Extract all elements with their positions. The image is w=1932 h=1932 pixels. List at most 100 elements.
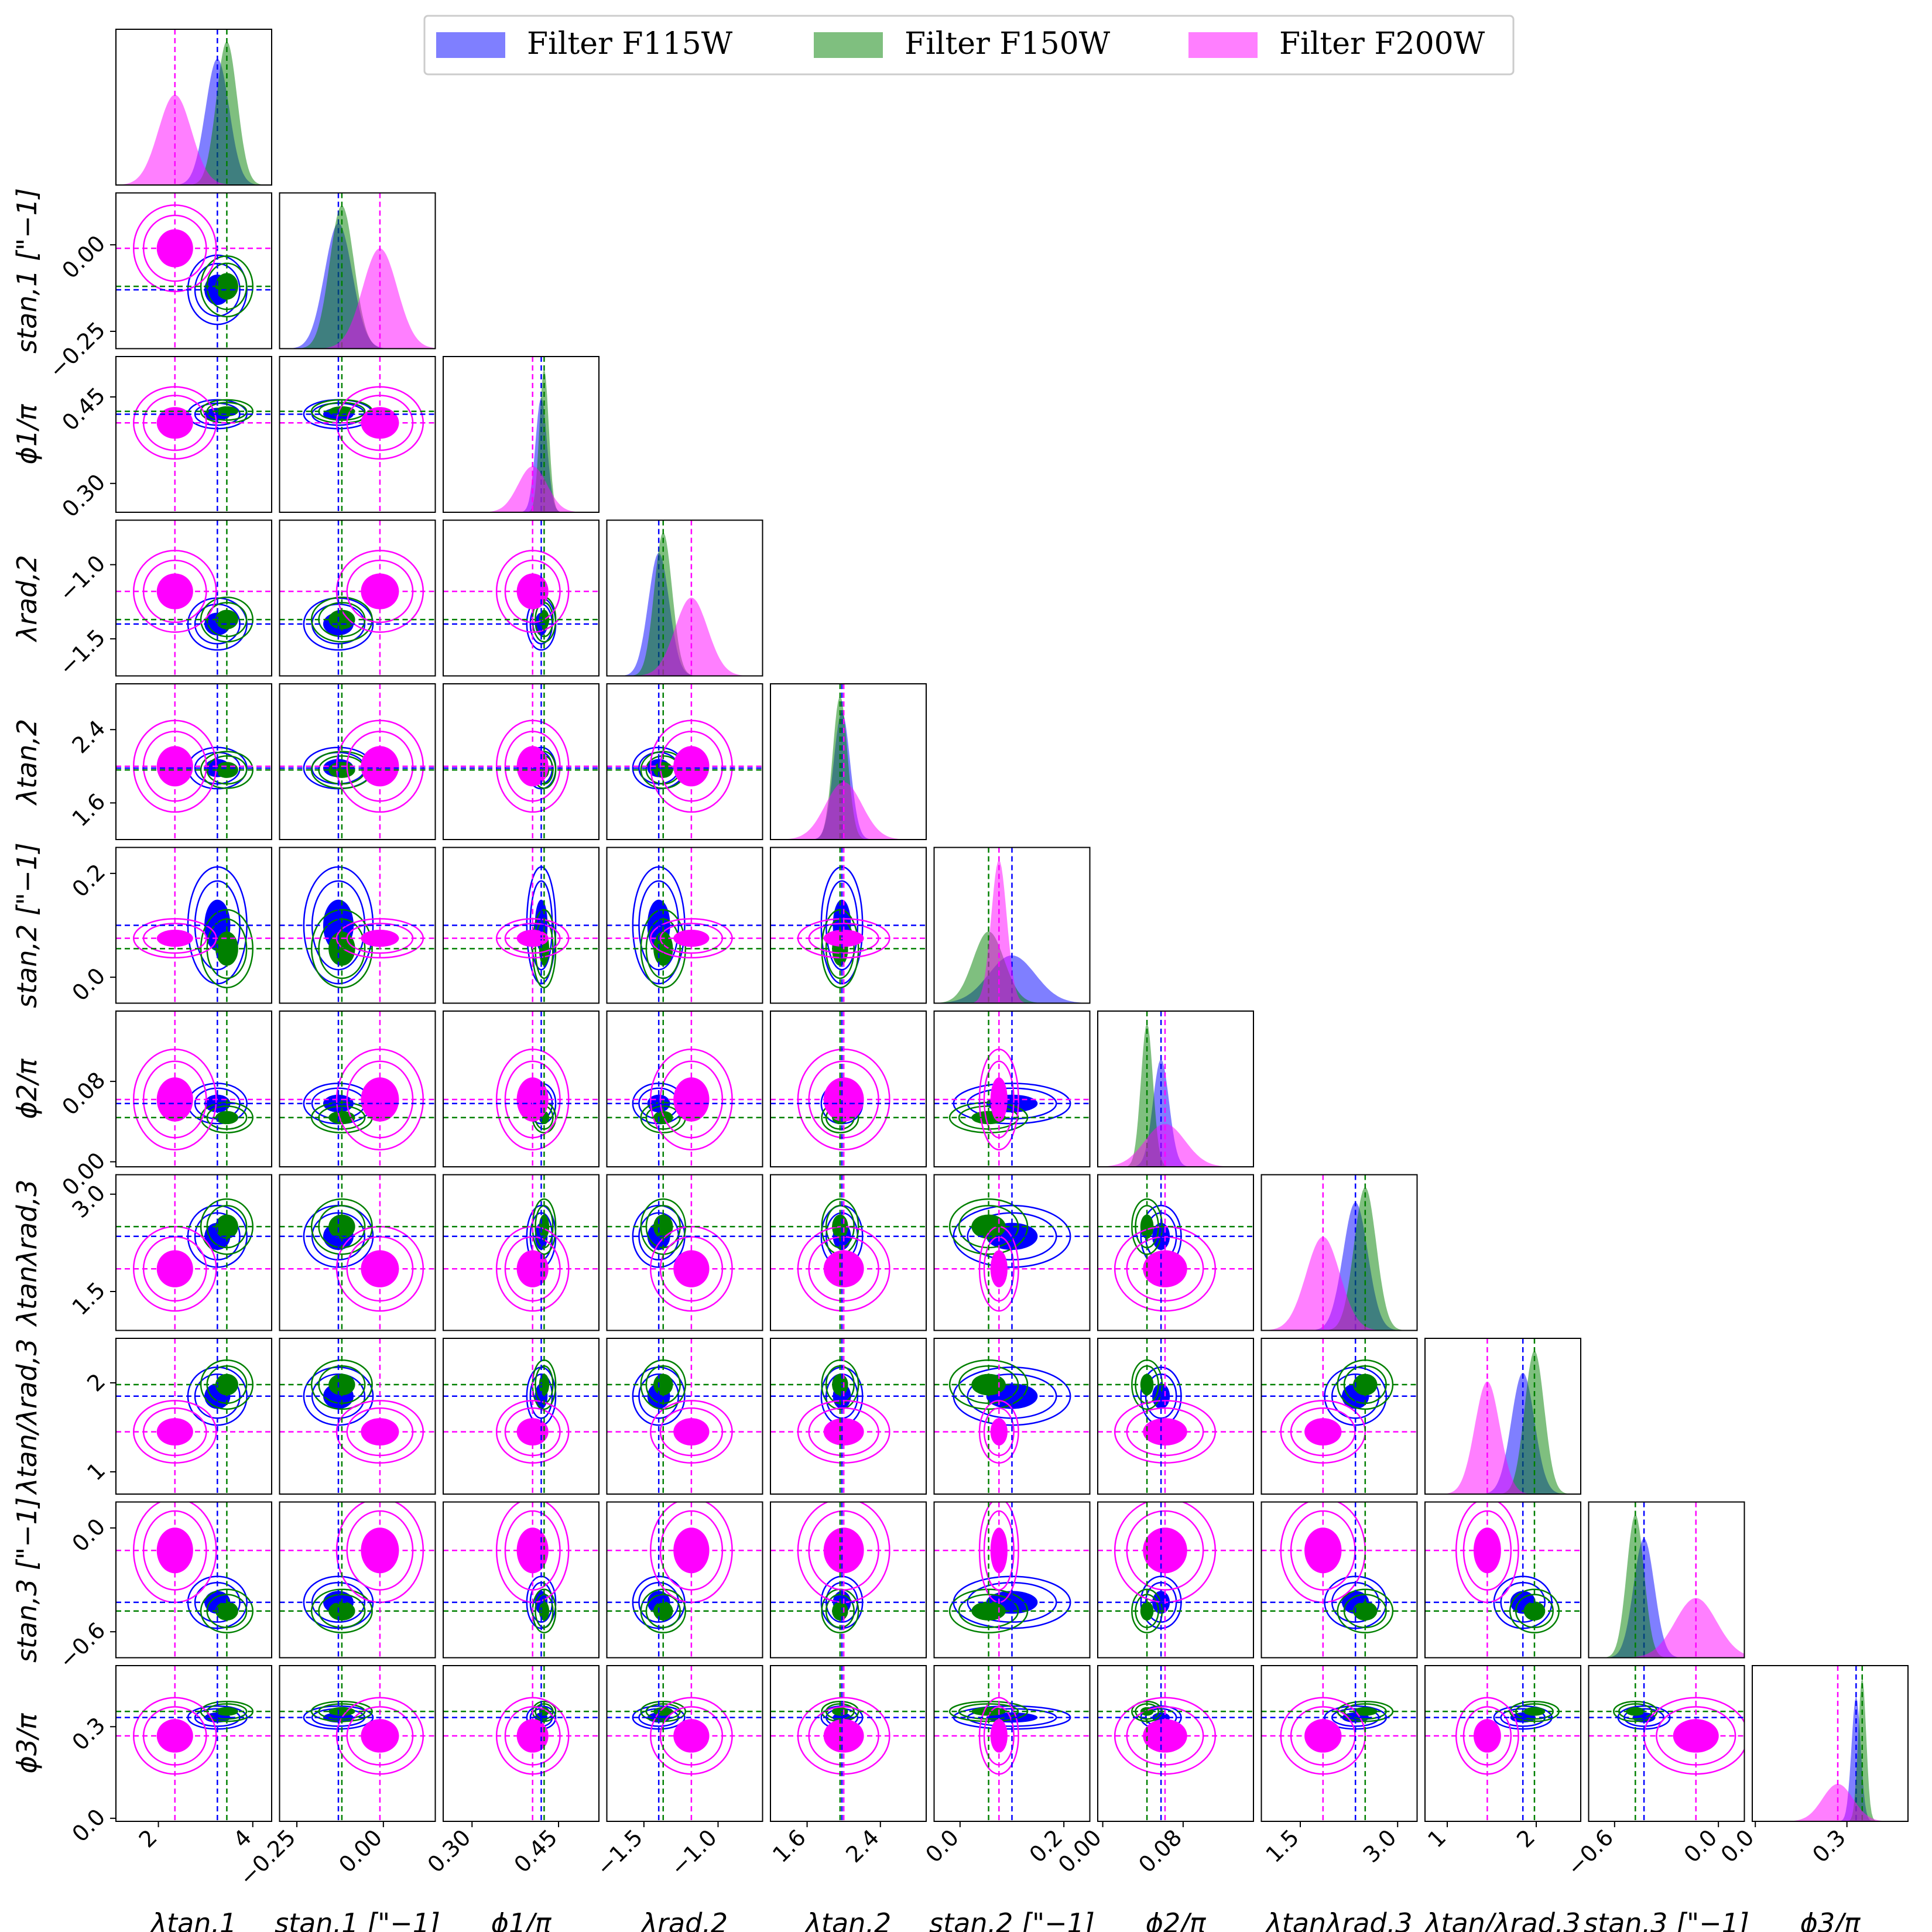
xaxis-label-9: stan,3 ["−1] [1584, 1907, 1749, 1932]
contour-core-2-7-3 [673, 1250, 710, 1287]
xaxis-label-7: λtanλrad,3 [1264, 1907, 1412, 1932]
panel-5-1 [279, 847, 436, 1004]
ytick-label-3-0: −1.5 [54, 624, 110, 680]
panel-frame-6-4 [770, 1010, 927, 1167]
panel-9-1 [279, 1501, 436, 1659]
panel-frame-9-4 [770, 1501, 927, 1659]
panel-6-5 [933, 1010, 1091, 1167]
density-1-5 [934, 931, 1090, 1003]
ytick-label-1-0: −0.25 [44, 317, 110, 383]
legend-label-f200w: Filter F200W [1279, 26, 1485, 61]
density-2-6 [1098, 1123, 1253, 1167]
density-2-1 [279, 248, 436, 349]
yaxis-label-5: stan,2 ["−1] [11, 842, 43, 1008]
panel-10-4: 1.6 2.4 λtan,2 [768, 1665, 927, 1932]
panel-6-6 [1097, 1010, 1254, 1167]
panel-4-2 [443, 683, 600, 840]
panel-frame-2-1 [279, 356, 436, 513]
yaxis-label-9: stan,3 ["−1] [11, 1497, 43, 1663]
panel-5-2 [443, 847, 600, 1004]
xaxis-label-4: λtan,2 [804, 1907, 892, 1932]
panel-frame-5-2 [443, 847, 600, 1004]
ytick-label-7-0: 1.5 [67, 1277, 111, 1320]
panel-frame-8-8 [1424, 1338, 1581, 1495]
xtick-label-6-0: 0.00 [1053, 1824, 1107, 1878]
xtick-label-7-0: 1.5 [1261, 1824, 1304, 1868]
contour-core-2-10-3 [673, 1719, 710, 1753]
panel-3-0: −1.5 −1.0 λrad,2 [11, 519, 272, 681]
density-2-2 [443, 466, 599, 512]
xtick-label-9-1: 0.0 [1679, 1824, 1722, 1868]
legend-swatch-f115w [436, 32, 505, 58]
ytick-label-8-1: 2 [82, 1368, 110, 1396]
panel-10-7: 1.5 3.0 λtanλrad,3 [1260, 1665, 1418, 1932]
panel-5-3 [606, 847, 763, 1004]
panel-6-2 [443, 1010, 600, 1167]
panel-frame-9-8 [1424, 1501, 1581, 1659]
ytick-label-4-0: 1.6 [67, 789, 111, 832]
panel-10-0: 2 4 λtan,1 0.0 0.3 ϕ3/π [11, 1665, 272, 1932]
panel-8-5 [933, 1338, 1091, 1495]
panel-9-9 [1588, 1501, 1745, 1659]
panel-frame-7-7 [1260, 1174, 1418, 1331]
yaxis-label-4: λtan,2 [11, 719, 43, 807]
density-1-4 [770, 696, 926, 840]
panel-5-0: 0.0 0.2 stan,2 ["−1] [11, 842, 272, 1008]
xtick-label-3-0: −1.5 [591, 1824, 648, 1880]
xaxis-label-6: ϕ2/π [1146, 1907, 1207, 1932]
panel-10-2: 0.30 0.45 ϕ1/π [423, 1665, 600, 1932]
panel-frame-6-2 [443, 1010, 600, 1167]
panel-frame-6-6 [1097, 1010, 1254, 1167]
panel-frame-7-2 [443, 1174, 600, 1331]
panel-frame-5-5 [933, 847, 1091, 1004]
xaxis-label-5: stan,2 ["−1] [929, 1907, 1095, 1932]
panel-3-3 [606, 519, 763, 677]
ytick-label-3-1: −1.0 [54, 550, 110, 607]
ytick-label-2-0: 0.30 [57, 469, 110, 522]
density-2-9 [1588, 1598, 1745, 1658]
contour-core-2-8-0 [156, 1418, 193, 1446]
xaxis-label-2: ϕ1/π [491, 1907, 552, 1932]
panel-frame-7-5 [933, 1174, 1091, 1331]
yaxis-label-7: λtanλrad,3 [11, 1179, 43, 1327]
panel-frame-6-3 [606, 1010, 763, 1167]
panel-frame-10-0 [115, 1665, 272, 1822]
contour-core-1-1-0 [215, 273, 238, 300]
panel-3-2 [443, 519, 600, 677]
panel-frame-7-0 [115, 1174, 272, 1331]
panel-7-1 [279, 1174, 436, 1331]
panel-10-8: 1 2 λtan/λrad,3 [1423, 1665, 1581, 1932]
panel-frame-9-6 [1097, 1501, 1254, 1659]
contour-core-2-10-0 [156, 1719, 193, 1753]
panel-frame-8-6 [1097, 1338, 1254, 1495]
panel-9-3 [606, 1501, 763, 1659]
panel-7-7 [1260, 1174, 1418, 1331]
panel-frame-3-0 [115, 519, 272, 677]
yaxis-label-1: stan,1 ["−1] [11, 188, 43, 354]
panel-frame-8-1 [279, 1338, 436, 1495]
panel-3-1 [279, 519, 436, 677]
ytick-label-9-0: −0.6 [54, 1617, 110, 1673]
xtick-label-2-1: 0.45 [509, 1824, 562, 1878]
panel-frame-6-1 [279, 1010, 436, 1167]
ytick-label-5-0: 0.0 [67, 962, 111, 1006]
yaxis-label-6: ϕ2/π [11, 1058, 43, 1119]
panel-frame-10-1 [279, 1665, 436, 1822]
contour-core-1-7-6 [1140, 1214, 1154, 1239]
panel-2-2 [443, 356, 600, 513]
ytick-label-8-0: 1 [82, 1457, 110, 1485]
panel-8-0: 1 2 λtan/λrad,3 [11, 1338, 272, 1496]
panel-frame-9-0 [115, 1501, 272, 1659]
panel-2-0: 0.30 0.45 ϕ1/π [11, 356, 272, 522]
panel-6-3 [606, 1010, 763, 1167]
panel-5-4 [770, 847, 927, 1004]
panel-8-2 [443, 1338, 600, 1495]
xtick-label-5-0: 0.0 [920, 1824, 964, 1868]
panel-frame-10-7 [1260, 1665, 1418, 1822]
panel-frame-0-0 [115, 29, 272, 186]
density-2-3 [607, 597, 763, 676]
density-0-1 [279, 223, 436, 349]
panel-frame-3-2 [443, 519, 600, 677]
panel-frame-10-10 [1752, 1665, 1909, 1822]
